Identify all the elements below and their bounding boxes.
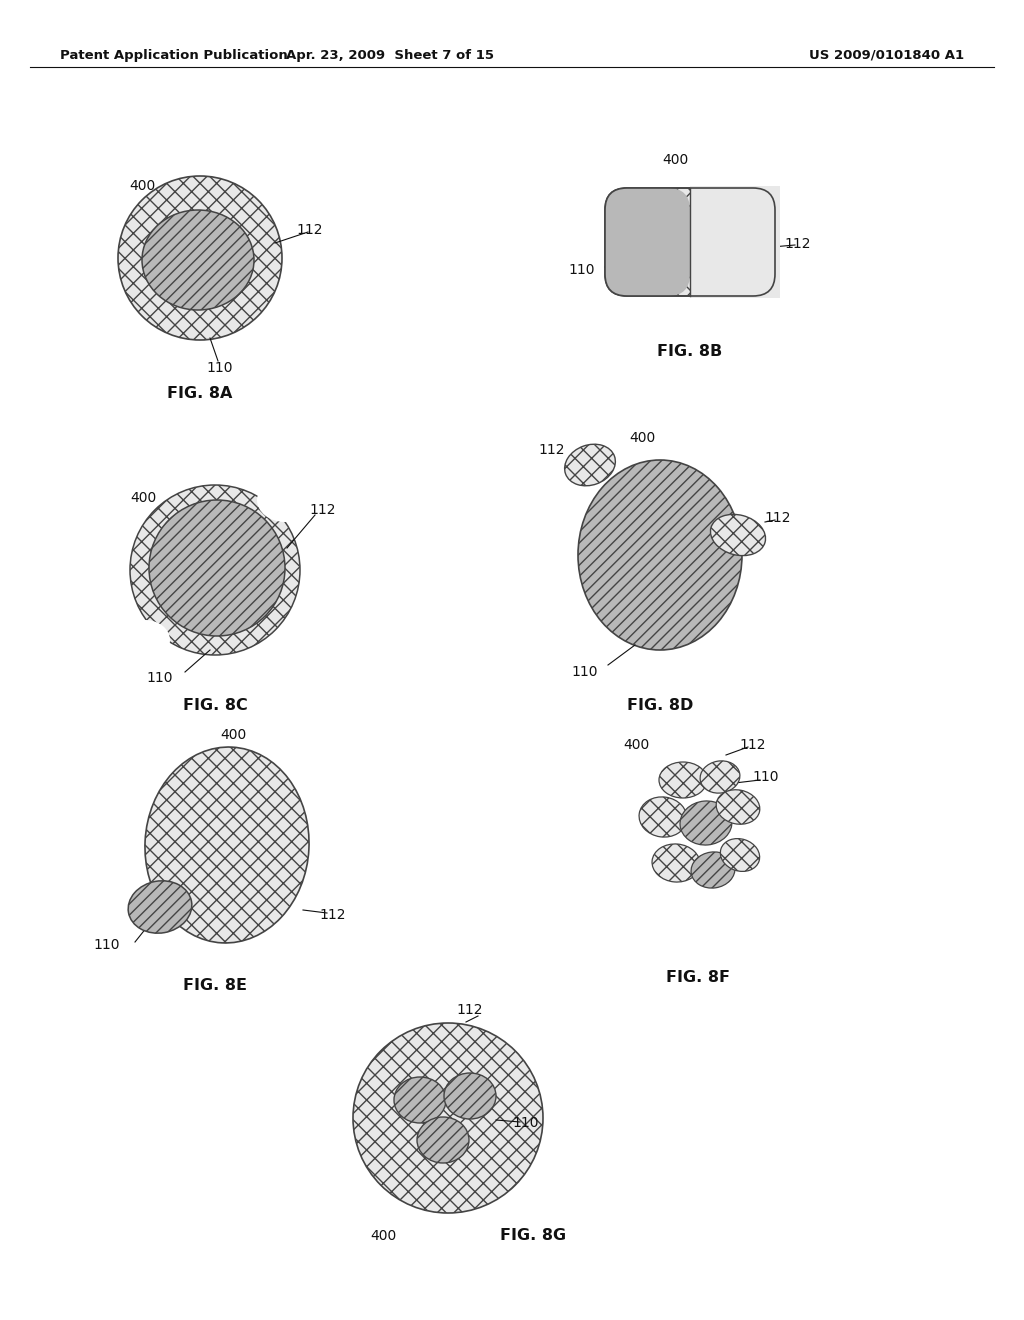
Text: 400: 400 <box>370 1229 396 1243</box>
Bar <box>690 187 775 296</box>
Ellipse shape <box>128 880 191 933</box>
Text: 112: 112 <box>765 511 792 525</box>
Ellipse shape <box>659 762 707 799</box>
Text: FIG. 8F: FIG. 8F <box>666 969 730 985</box>
Text: FIG. 8A: FIG. 8A <box>167 385 232 400</box>
Ellipse shape <box>145 747 309 942</box>
Ellipse shape <box>394 1077 446 1123</box>
Ellipse shape <box>700 760 740 793</box>
Circle shape <box>353 1023 543 1213</box>
Text: 110: 110 <box>207 360 233 375</box>
Ellipse shape <box>716 789 760 824</box>
Ellipse shape <box>680 801 732 845</box>
FancyBboxPatch shape <box>605 187 690 296</box>
Ellipse shape <box>639 797 687 837</box>
Ellipse shape <box>578 459 742 649</box>
Text: FIG. 8B: FIG. 8B <box>657 345 723 359</box>
Text: 110: 110 <box>568 263 595 277</box>
Text: 110: 110 <box>94 939 120 952</box>
Text: FIG. 8D: FIG. 8D <box>627 697 693 713</box>
Text: 110: 110 <box>753 770 779 784</box>
Ellipse shape <box>652 843 700 882</box>
Text: 400: 400 <box>662 153 688 168</box>
Text: 400: 400 <box>629 432 655 445</box>
Text: FIG. 8G: FIG. 8G <box>500 1229 566 1243</box>
Text: 110: 110 <box>513 1115 540 1130</box>
Circle shape <box>118 176 282 341</box>
Text: 112: 112 <box>319 908 346 921</box>
Ellipse shape <box>564 445 615 486</box>
Ellipse shape <box>417 1117 469 1163</box>
Text: US 2009/0101840 A1: US 2009/0101840 A1 <box>809 49 964 62</box>
Text: Apr. 23, 2009  Sheet 7 of 15: Apr. 23, 2009 Sheet 7 of 15 <box>286 49 494 62</box>
Ellipse shape <box>257 478 313 521</box>
Text: 112: 112 <box>309 503 336 517</box>
Text: 400: 400 <box>130 491 156 506</box>
Ellipse shape <box>150 500 285 636</box>
Text: 110: 110 <box>571 665 598 678</box>
Bar <box>690 186 780 298</box>
Text: Patent Application Publication: Patent Application Publication <box>60 49 288 62</box>
Text: 112: 112 <box>457 1003 483 1016</box>
Text: 400: 400 <box>623 738 649 752</box>
Text: 110: 110 <box>146 671 173 685</box>
Ellipse shape <box>120 620 170 660</box>
Text: 400: 400 <box>220 729 246 742</box>
Ellipse shape <box>711 515 766 556</box>
FancyBboxPatch shape <box>605 187 775 296</box>
Text: 400: 400 <box>129 180 155 193</box>
Ellipse shape <box>720 838 760 871</box>
Text: 112: 112 <box>784 238 811 251</box>
Text: FIG. 8C: FIG. 8C <box>182 697 248 713</box>
Ellipse shape <box>130 484 300 655</box>
Text: FIG. 8E: FIG. 8E <box>183 978 247 993</box>
Ellipse shape <box>691 851 735 888</box>
Ellipse shape <box>142 210 254 310</box>
Text: 112: 112 <box>539 444 565 457</box>
Text: 112: 112 <box>297 223 324 238</box>
Ellipse shape <box>444 1073 496 1119</box>
Text: 112: 112 <box>739 738 766 752</box>
